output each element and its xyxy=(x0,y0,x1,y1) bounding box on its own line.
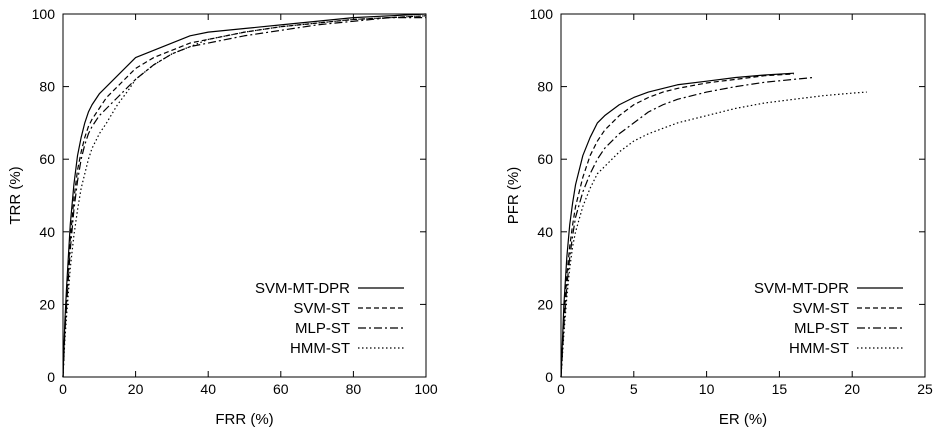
y-axis-label: PFR (%) xyxy=(505,167,522,225)
x-tick-label: 20 xyxy=(844,381,860,397)
x-tick-label: 0 xyxy=(557,381,565,397)
x-tick-label: 25 xyxy=(917,381,933,397)
x-tick-label: 0 xyxy=(59,381,67,397)
series-line-hmm-st xyxy=(560,91,867,378)
legend-label: MLP-ST xyxy=(295,320,350,337)
x-tick-label: 60 xyxy=(273,381,289,397)
y-tick-label: 20 xyxy=(537,296,553,312)
y-tick-label: 40 xyxy=(39,224,55,240)
legend-label: HMM-ST xyxy=(290,340,350,357)
series-line-mlp-st xyxy=(560,76,813,378)
chart-2: 0 5 10 15 20 25 0 20 40 60 80 100 ER (%) PFR (%) SVM-M… xyxy=(505,6,933,428)
y-axis-label: TRR (%) xyxy=(7,166,24,224)
x-tick-label: 20 xyxy=(128,381,144,397)
plot-frame xyxy=(560,13,926,378)
chart-1: 0 20 40 60 80 100 0 20 40 60 80 100 FRR (%) TRR (%) SV… xyxy=(7,6,438,428)
y-tick-label: 0 xyxy=(545,369,553,385)
y-tick-label: 100 xyxy=(530,6,554,22)
y-tick-label: 40 xyxy=(537,224,553,240)
x-tick-label: 10 xyxy=(699,381,715,397)
y-tick-label: 80 xyxy=(537,79,553,95)
x-axis-label: ER (%) xyxy=(719,411,767,428)
series-line-mlp-st xyxy=(62,17,426,378)
y-tick-label: 20 xyxy=(39,296,55,312)
legend-label: HMM-ST xyxy=(789,340,849,357)
x-tick-label: 5 xyxy=(630,381,638,397)
series-line-svm-st xyxy=(62,15,427,378)
plot-frame xyxy=(62,13,427,378)
y-tick-label: 100 xyxy=(32,6,56,22)
x-tick-label: 40 xyxy=(200,381,216,397)
legend-label: SVM-ST xyxy=(792,300,849,317)
x-tick-label: 80 xyxy=(346,381,362,397)
series-line-svm-st xyxy=(560,73,794,378)
legend-label: SVM-ST xyxy=(293,300,350,317)
legend: SVM-MT-DPR SVM-ST MLP-ST HMM-ST xyxy=(255,280,404,357)
legend-label: SVM-MT-DPR xyxy=(255,280,350,297)
legend-label: MLP-ST xyxy=(794,320,849,337)
x-axis-label: FRR (%) xyxy=(215,411,273,428)
y-tick-label: 0 xyxy=(47,369,55,385)
series-line-svm-mt-dpr xyxy=(560,72,794,378)
y-tick-label: 80 xyxy=(39,79,55,95)
legend-label: SVM-MT-DPR xyxy=(754,280,849,297)
series-line-svm-mt-dpr xyxy=(62,13,427,378)
y-tick-label: 60 xyxy=(39,151,55,167)
x-tick-label: 100 xyxy=(414,381,438,397)
legend: SVM-MT-DPR SVM-ST MLP-ST HMM-ST xyxy=(754,280,903,357)
y-tick-label: 60 xyxy=(537,151,553,167)
series-line-hmm-st xyxy=(62,15,427,378)
x-tick-label: 15 xyxy=(772,381,788,397)
